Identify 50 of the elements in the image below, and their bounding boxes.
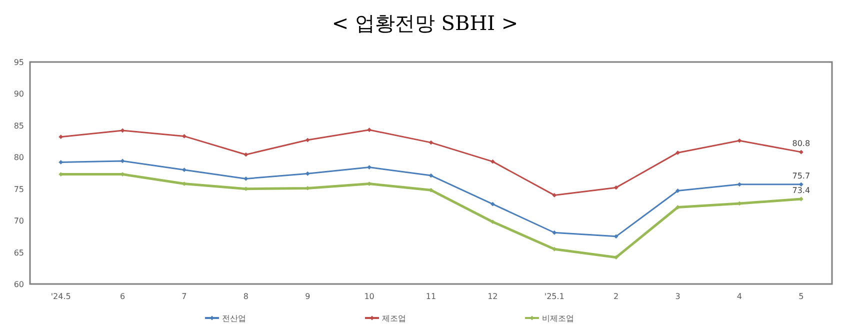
y-tick-label: 75 <box>14 184 24 194</box>
point <box>737 138 742 143</box>
y-tick-label: 80 <box>14 153 24 162</box>
point <box>244 152 248 157</box>
title: < 업황전망 SBHI > <box>332 11 518 35</box>
legend-label: 전산업 <box>222 314 246 323</box>
point <box>676 188 680 193</box>
legend-label: 제조업 <box>382 314 406 323</box>
x-tick-label: 8 <box>243 292 248 301</box>
legend-label: 비제조업 <box>542 314 574 323</box>
x-tick-label: '24.5 <box>50 292 71 301</box>
point <box>614 185 618 190</box>
point <box>120 128 125 133</box>
y-tick-label: 95 <box>14 58 24 67</box>
point <box>552 193 557 198</box>
point <box>120 158 125 164</box>
point <box>798 150 804 154</box>
x-tick-label: 5 <box>798 292 804 301</box>
point <box>58 134 64 140</box>
x-tick-label: 11 <box>426 292 436 301</box>
x-tick-label: 7 <box>182 292 187 301</box>
point <box>428 140 434 145</box>
point <box>367 128 372 132</box>
data-label: 73.4 <box>792 186 810 196</box>
x-tick-label: 12 <box>488 292 498 301</box>
point <box>182 168 186 172</box>
x-tick-label: '25.1 <box>544 292 564 301</box>
y-tick-label: 90 <box>14 90 24 99</box>
y-tick-label: 85 <box>14 121 24 130</box>
point <box>676 150 680 155</box>
point <box>367 165 372 170</box>
point <box>737 182 742 187</box>
x-tick-label: 10 <box>364 292 374 301</box>
x-tick-label: 4 <box>736 292 742 301</box>
y-tick-label: 70 <box>14 216 24 226</box>
x-tick-label: 6 <box>120 292 126 301</box>
point <box>305 138 310 142</box>
y-tick-label: 65 <box>14 248 24 258</box>
point <box>182 134 186 138</box>
x-tick-label: 3 <box>675 292 680 301</box>
y-tick-label: 60 <box>14 280 24 289</box>
point <box>428 173 434 178</box>
data-label: 75.7 <box>792 171 810 180</box>
data-label: 80.8 <box>792 139 810 148</box>
point <box>490 220 495 224</box>
point <box>490 159 495 164</box>
point <box>244 176 248 181</box>
x-tick-label: 2 <box>614 292 619 301</box>
point <box>490 202 495 206</box>
x-tick-label: 9 <box>305 292 310 301</box>
